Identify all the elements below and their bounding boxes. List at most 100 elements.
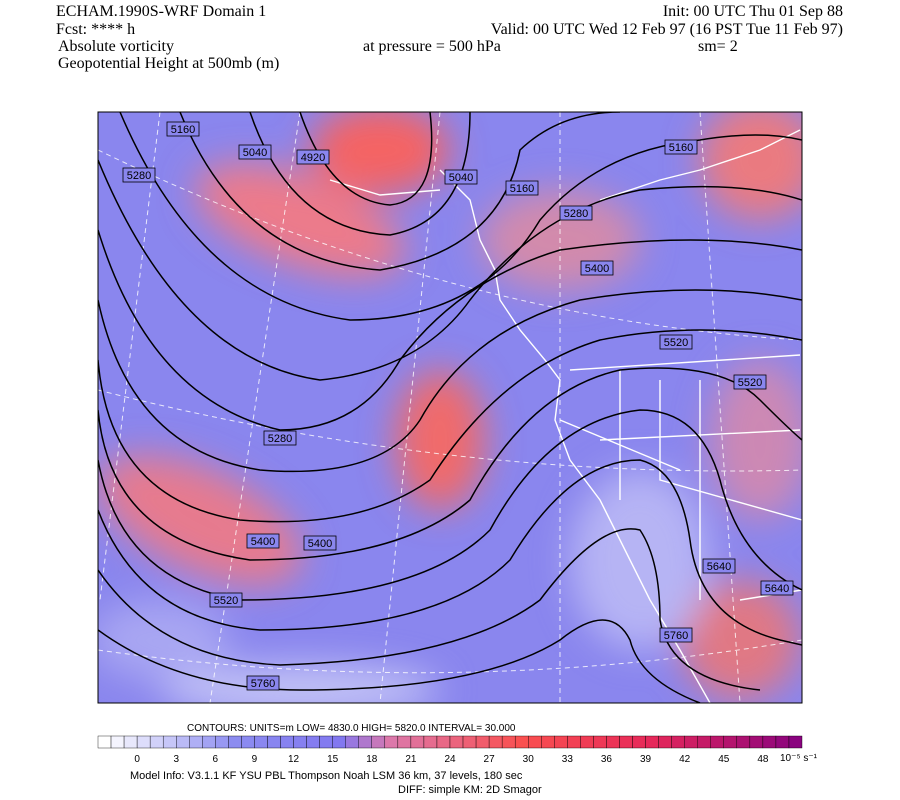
contour-label: 5640 xyxy=(765,583,789,595)
colorbar-box xyxy=(267,735,281,749)
field-name: Geopotential Height at 500mb (m) xyxy=(58,55,279,72)
colorbar-box xyxy=(528,735,542,749)
colorbar-box xyxy=(710,735,724,749)
contour-label-box xyxy=(122,167,156,183)
smoothing: sm= 2 xyxy=(698,38,738,55)
colorbar-box xyxy=(241,735,255,749)
colorbar-label: 27 xyxy=(484,754,496,765)
colorbar-box xyxy=(332,735,346,749)
colorbar-box xyxy=(658,735,672,749)
contour-label: 5280 xyxy=(564,208,588,220)
contour-label-box xyxy=(166,121,200,137)
contour-label: 4920 xyxy=(301,152,325,164)
contour-label-box xyxy=(209,592,243,608)
colorbar-label: 0 xyxy=(134,754,140,765)
colorbar-box xyxy=(384,735,399,749)
colorbar-box xyxy=(280,735,294,749)
contour-label-box xyxy=(659,627,693,643)
contour-label-box xyxy=(664,139,698,155)
contour-label-box xyxy=(296,149,330,165)
colorbar-box xyxy=(501,735,516,749)
colorbar-box xyxy=(97,735,112,749)
colorbar-label: 6 xyxy=(213,754,219,765)
contour-label-box xyxy=(580,260,614,276)
colorbar-label: 42 xyxy=(679,754,691,765)
colorbar-box xyxy=(293,735,307,749)
colorbar-label: 24 xyxy=(444,754,456,765)
contour-label: 5400 xyxy=(308,538,332,550)
colorbar-box xyxy=(632,735,646,749)
colorbar-label: 15 xyxy=(327,754,339,765)
contour-label-box xyxy=(246,675,280,691)
colorbar-box xyxy=(423,735,438,749)
contour-label-box xyxy=(303,535,337,551)
colorbar-box xyxy=(762,735,777,749)
colorbar-box xyxy=(345,735,359,749)
contour-label: 5520 xyxy=(664,337,688,349)
colorbar-label: 36 xyxy=(601,754,613,765)
colorbar-box xyxy=(723,735,738,749)
colorbar-box xyxy=(449,735,464,749)
contour-info: CONTOURS: UNITS=m LOW= 4830.0 HIGH= 5820… xyxy=(187,723,516,734)
colorbar-label: 30 xyxy=(523,754,535,765)
colorbar-label: 45 xyxy=(718,754,730,765)
contour-label: 5280 xyxy=(127,170,151,182)
colorbar-label: 39 xyxy=(640,754,652,765)
colorbar-box xyxy=(123,735,138,749)
colorbar-box xyxy=(371,735,386,749)
colorbar-box xyxy=(567,735,581,749)
init-time: Init: 00 UTC Thu 01 Sep 88 xyxy=(663,3,843,20)
colorbar-box xyxy=(254,735,268,749)
colorbar-box xyxy=(749,735,764,749)
colorbar-box xyxy=(554,735,568,749)
contour-label: 5520 xyxy=(738,377,762,389)
contour-labels: 5160 5040 4920 5280 5040 5160 5280 5400 5160 5520… xyxy=(122,121,794,691)
contour-label-box xyxy=(659,334,693,350)
colorbar-box xyxy=(475,735,490,749)
colorbar-box xyxy=(202,735,216,749)
colorbar-box xyxy=(319,735,333,749)
pressure: at pressure = 500 hPa xyxy=(363,38,501,55)
contour-label: 5400 xyxy=(585,263,609,275)
model-info: Model Info: V3.1.1 KF YSU PBL Thompson N… xyxy=(130,770,523,782)
forecast: Fcst: **** h xyxy=(56,21,135,38)
model-title: ECHAM.1990S-WRF Domain 1 xyxy=(56,3,266,20)
colorbar-label: 18 xyxy=(366,754,378,765)
colorbar-box xyxy=(162,735,177,749)
colorbar-box xyxy=(775,735,790,749)
colorbar: 0 3 6 9 12 15 18 21 24 27 30 33 36 39 42 45 48 xyxy=(97,735,803,765)
contour-label: 5520 xyxy=(214,595,238,607)
colorbar-box xyxy=(697,735,711,749)
colorbar-box xyxy=(306,735,320,749)
colorbar-label: 48 xyxy=(757,754,769,765)
colorbar-box xyxy=(215,735,229,749)
colorbar-box xyxy=(410,735,425,749)
map: 5160 5040 4920 5280 5040 5160 5280 5400 5160 5520… xyxy=(98,112,802,703)
contour-label: 5160 xyxy=(669,142,693,154)
colorbar-box xyxy=(514,735,529,749)
colorbar-box xyxy=(136,735,151,749)
diff-info: DIFF: simple KM: 2D Smagor xyxy=(398,784,542,796)
colorbar-box xyxy=(684,735,698,749)
colorbar-box xyxy=(462,735,477,749)
contour-label: 5760 xyxy=(664,630,688,642)
contour-label: 5400 xyxy=(251,536,275,548)
contour-label: 5160 xyxy=(171,124,195,136)
colorbar-box xyxy=(580,735,594,749)
colorbar-box xyxy=(189,735,203,749)
colorbar-box xyxy=(358,735,372,749)
contour-label: 5640 xyxy=(707,561,731,573)
contour-label-box xyxy=(702,558,736,574)
colorbar-box xyxy=(228,735,242,749)
colorbar-box xyxy=(110,735,125,749)
colorbar-box xyxy=(606,735,620,749)
valid-time: Valid: 00 UTC Wed 12 Feb 97 (16 PST Tue … xyxy=(491,21,843,38)
contour-label-box xyxy=(246,533,280,549)
colorbar-box xyxy=(671,735,685,749)
colorbar-box xyxy=(488,735,503,749)
contour-label-box xyxy=(505,180,539,196)
contour-label-box xyxy=(444,169,478,185)
colorbar-label: 12 xyxy=(288,754,300,765)
colorbar-label: 33 xyxy=(562,754,574,765)
colorbar-box xyxy=(397,735,412,749)
